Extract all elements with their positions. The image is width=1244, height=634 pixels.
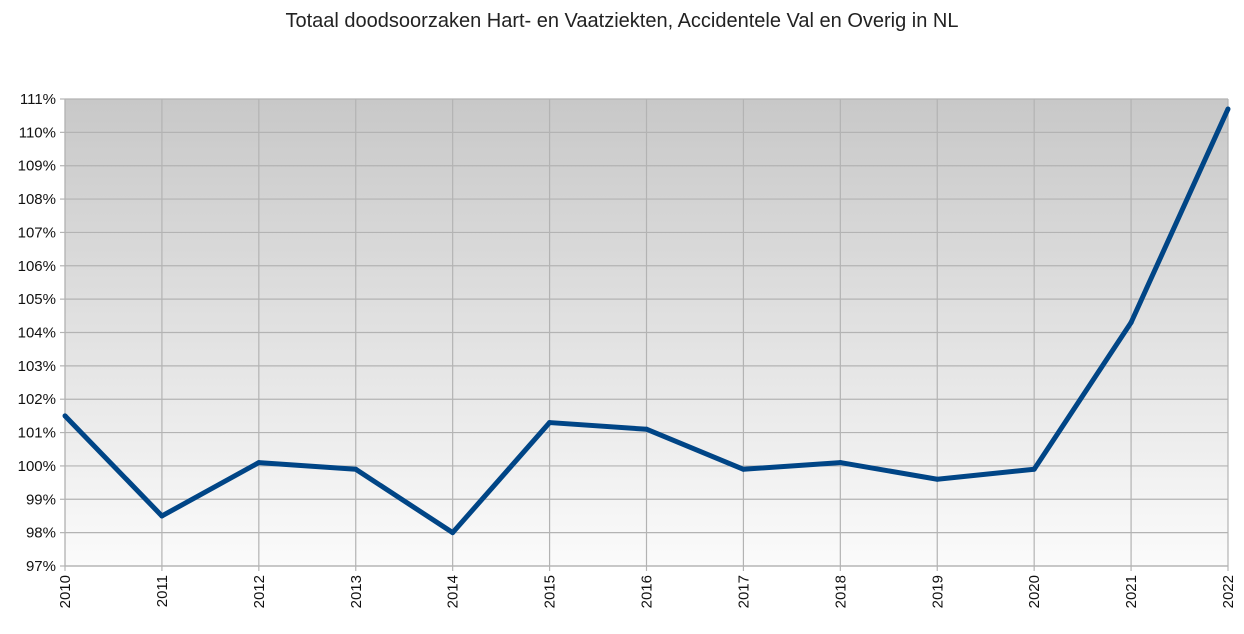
x-tick-label: 2022 (1220, 575, 1237, 608)
data-point (353, 466, 359, 472)
x-tick-label: 2014 (445, 575, 462, 608)
y-tick-label: 102% (18, 391, 56, 408)
y-tick-label: 97% (26, 558, 56, 575)
data-point (644, 426, 649, 432)
x-tick-label: 2015 (542, 575, 559, 608)
y-tick-label: 109% (18, 158, 56, 175)
x-tick-label: 2012 (251, 575, 268, 608)
y-tick-label: 107% (18, 224, 56, 241)
data-point (256, 460, 262, 466)
y-tick-label: 111% (20, 91, 56, 108)
x-tick-label: 2019 (929, 575, 946, 608)
data-point (450, 530, 456, 536)
data-point (547, 420, 553, 426)
x-tick-label: 2017 (735, 575, 752, 608)
x-tick-label: 2016 (639, 575, 656, 608)
y-tick-label: 106% (18, 258, 56, 275)
x-tick-label: 2018 (832, 575, 849, 608)
x-tick-label: 2013 (348, 575, 365, 608)
y-tick-label: 98% (26, 525, 56, 542)
data-point (837, 460, 843, 466)
data-point (740, 466, 746, 472)
x-axis-tick-labels: 2010 2011 2012 2013 2014 2015 2016 2017 2018 2019… (57, 575, 1237, 608)
x-tick-label: 2010 (57, 575, 74, 608)
series-layer (62, 106, 1231, 536)
y-tick-label: 105% (18, 291, 56, 308)
x-tick-label: 2021 (1123, 575, 1140, 608)
data-point (62, 413, 68, 419)
data-point (1128, 319, 1134, 325)
y-tick-label: 99% (26, 491, 56, 508)
y-tick-label: 103% (18, 358, 56, 375)
y-tick-label: 104% (18, 325, 56, 342)
chart-title: Totaal doodsoorzaken Hart- en Vaatziekte… (285, 10, 959, 32)
y-axis-tick-labels: 97% 98% 99% 100% 101% 102% 103% 104% 105% 106% 107… (18, 91, 56, 575)
data-point (159, 513, 165, 519)
axes (60, 98, 1228, 567)
y-tick-label: 110% (19, 124, 56, 141)
y-tick-label: 108% (18, 191, 56, 208)
x-tick-label: 2011 (154, 575, 171, 607)
x-tick-label: 2020 (1026, 575, 1043, 608)
data-point (1225, 106, 1231, 112)
data-point (934, 476, 940, 482)
y-tick-label: 100% (18, 458, 56, 475)
y-tick-label: 101% (18, 425, 56, 442)
data-point (1031, 466, 1037, 472)
